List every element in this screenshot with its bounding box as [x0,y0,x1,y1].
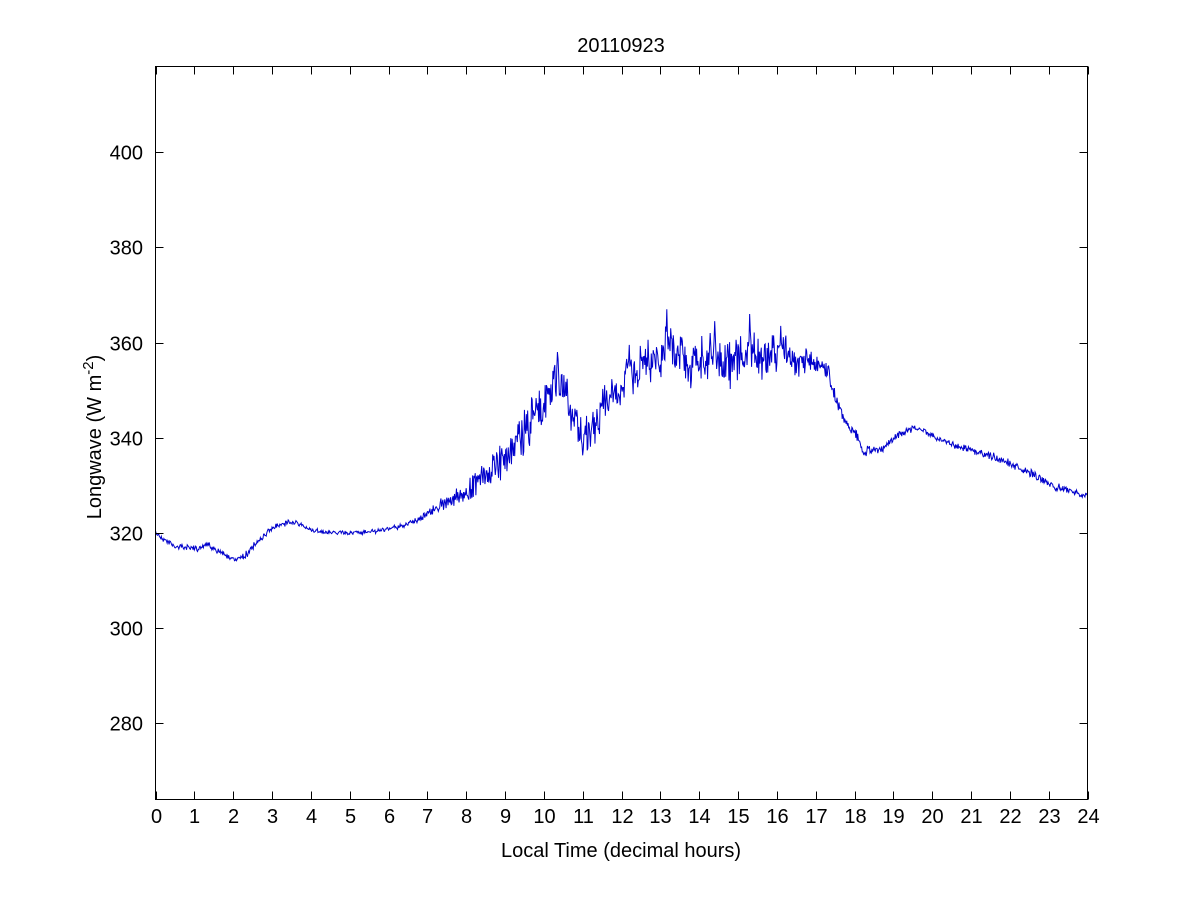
x-tick-label: 20 [921,806,943,828]
x-tick-label: 8 [461,806,472,828]
x-tick-label: 23 [1038,806,1060,828]
x-tick-label: 17 [805,806,827,828]
x-tick-label: 2 [228,806,239,828]
series-line [155,309,1088,562]
chart-title: 20110923 [577,35,665,57]
x-tick-label: 16 [766,806,788,828]
x-tick-label: 5 [345,806,356,828]
y-tick-label: 380 [110,238,143,260]
y-axis-label-close-paren: ) [84,355,106,362]
x-tick-label: 19 [882,806,904,828]
x-tick-label: 12 [611,806,633,828]
y-axis-label-text: Longwave (W m [84,375,106,520]
x-tick-label: 7 [422,806,433,828]
y-tick-label: 320 [110,524,143,546]
y-tick-label: 400 [110,143,143,165]
x-axis-tick-labels: 0 1 2 3 4 5 6 7 8 9 10 11 12 13 14 15 16 17 18 19 20 21 22 23 24 [151,806,1100,828]
x-tick-label: 0 [151,806,162,828]
y-tick-label: 300 [110,619,143,641]
y-tick-label: 360 [110,334,143,356]
x-tick-label: 22 [999,806,1021,828]
x-tick-label: 15 [727,806,749,828]
axis-ticks [155,66,1089,800]
y-axis-label: Longwave (W m-2) [80,355,106,520]
y-axis-label-superscript: -2 [80,361,97,374]
x-tick-label: 6 [384,806,395,828]
x-tick-label: 18 [844,806,866,828]
x-tick-label: 11 [573,806,594,828]
x-tick-label: 9 [500,806,511,828]
x-tick-label: 1 [189,806,200,828]
x-tick-label: 24 [1077,806,1099,828]
x-tick-label: 14 [688,806,710,828]
x-tick-label: 3 [267,806,278,828]
y-tick-label: 340 [110,429,143,451]
x-axis-label: Local Time (decimal hours) [501,840,741,862]
x-tick-label: 10 [533,806,555,828]
y-tick-label: 280 [110,714,143,736]
plot-border [155,66,1088,800]
x-tick-label: 21 [960,806,982,828]
x-tick-label: 4 [306,806,317,828]
x-tick-label: 13 [649,806,671,828]
y-axis-tick-labels: 280 300 320 340 360 380 400 [110,143,143,736]
